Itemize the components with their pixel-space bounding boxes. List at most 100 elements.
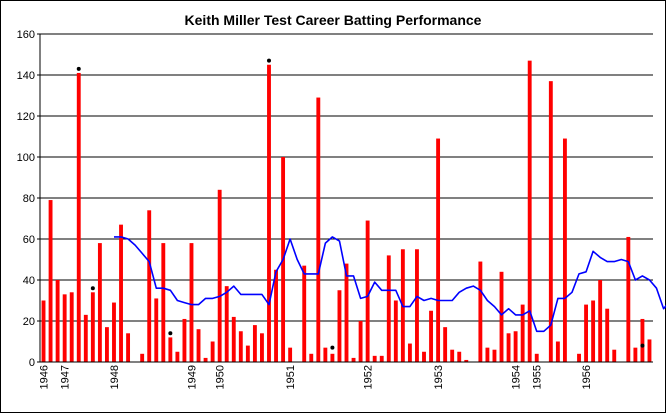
bar-innings-70 bbox=[527, 60, 532, 363]
bar-innings-41 bbox=[323, 347, 328, 362]
not-out-markers bbox=[76, 58, 645, 350]
average-line-group bbox=[114, 236, 666, 333]
bar-innings-34 bbox=[274, 269, 278, 362]
bar-innings-6 bbox=[76, 72, 81, 362]
bar-innings-40 bbox=[316, 97, 321, 363]
bar-innings-2 bbox=[48, 200, 53, 362]
bar-innings-4 bbox=[62, 294, 67, 362]
chart-title: Keith Miller Test Career Batting Perform… bbox=[184, 12, 482, 28]
y-tick-label: 160 bbox=[17, 29, 35, 41]
bar-innings-33 bbox=[267, 64, 271, 362]
y-tick-label: 120 bbox=[17, 111, 35, 123]
bar-innings-59 bbox=[450, 349, 455, 362]
bar-innings-28 bbox=[231, 316, 236, 362]
bar-innings-17 bbox=[154, 298, 159, 362]
bar-innings-36 bbox=[288, 347, 293, 362]
x-tick-label: 1952 bbox=[363, 365, 375, 389]
bar-innings-74 bbox=[555, 341, 560, 362]
x-tick-label: 1953 bbox=[433, 365, 445, 389]
bar-innings-38 bbox=[302, 265, 307, 362]
bar-innings-16 bbox=[147, 210, 152, 362]
bar-innings-30 bbox=[245, 345, 250, 362]
bar-innings-47 bbox=[365, 220, 370, 362]
bar-innings-15 bbox=[140, 353, 145, 362]
bar-innings-45 bbox=[351, 357, 356, 362]
bar-innings-80 bbox=[598, 280, 603, 362]
y-tick-label: 140 bbox=[17, 70, 35, 82]
bar-innings-73 bbox=[548, 81, 553, 363]
bar-innings-32 bbox=[260, 333, 264, 362]
y-tick-label: 60 bbox=[23, 234, 35, 246]
bar-innings-54 bbox=[415, 249, 419, 362]
not-out-marker bbox=[90, 286, 95, 291]
y-tick-labels: 0 20 40 60 80 100 120 140 160 bbox=[17, 29, 40, 369]
bar-innings-48 bbox=[372, 355, 377, 362]
bar-innings-23 bbox=[196, 329, 201, 362]
bar-innings-51 bbox=[393, 300, 398, 362]
bar-innings-46 bbox=[358, 321, 363, 362]
x-tick-label: 1947 bbox=[60, 365, 72, 389]
bar-innings-8 bbox=[90, 292, 95, 362]
y-tick-label: 100 bbox=[17, 152, 35, 164]
bar-innings-27 bbox=[224, 286, 229, 362]
bar-innings-44 bbox=[344, 263, 349, 362]
bar-innings-5 bbox=[69, 292, 74, 362]
bar-innings-87 bbox=[647, 339, 652, 362]
x-tick-label: 1949 bbox=[186, 365, 198, 389]
bar-innings-63 bbox=[478, 261, 483, 362]
y-tick-label: 0 bbox=[29, 357, 35, 369]
bar-innings-53 bbox=[407, 343, 412, 362]
not-out-marker bbox=[640, 343, 645, 348]
bar-innings-42 bbox=[330, 353, 335, 362]
bar-innings-43 bbox=[337, 290, 342, 362]
bar-innings-10 bbox=[104, 327, 109, 362]
bar-innings-11 bbox=[112, 302, 116, 362]
bar-innings-25 bbox=[210, 341, 215, 362]
bar-innings-26 bbox=[217, 189, 222, 362]
not-out-marker bbox=[76, 66, 81, 71]
bar-innings-18 bbox=[161, 243, 166, 362]
bar-innings-66 bbox=[499, 271, 504, 362]
bar-innings-20 bbox=[175, 351, 180, 362]
bar-innings-50 bbox=[386, 255, 391, 362]
bar-innings-39 bbox=[309, 353, 314, 362]
bar-innings-12 bbox=[119, 224, 123, 362]
bar-innings-64 bbox=[485, 347, 490, 362]
x-tick-labels: 1946 1947 1948 1949 1950 1951 1952 1953 1954 1955… bbox=[39, 365, 594, 389]
bar-innings-69 bbox=[520, 304, 525, 362]
bar-innings-65 bbox=[492, 349, 497, 362]
bar-innings-29 bbox=[238, 331, 243, 362]
bar-innings-82 bbox=[612, 349, 617, 362]
bar-innings-61 bbox=[464, 359, 469, 362]
x-tick-label: 1948 bbox=[109, 365, 121, 389]
bar-innings-56 bbox=[429, 310, 433, 362]
bar-innings-55 bbox=[422, 351, 426, 362]
bar-innings-3 bbox=[55, 280, 60, 362]
bar-innings-31 bbox=[252, 325, 257, 362]
x-tick-label: 1951 bbox=[285, 365, 297, 389]
bar-innings-86 bbox=[640, 318, 645, 362]
bar-innings-60 bbox=[457, 351, 462, 362]
bar-innings-49 bbox=[379, 355, 384, 362]
bar-innings-22 bbox=[189, 243, 194, 362]
bar-innings-78 bbox=[584, 304, 589, 362]
bar-innings-71 bbox=[534, 353, 539, 362]
average-line bbox=[114, 236, 666, 333]
bar-innings-9 bbox=[97, 243, 102, 362]
bar-innings-21 bbox=[182, 318, 187, 362]
bar-innings-85 bbox=[633, 347, 638, 362]
y-tick-label: 80 bbox=[23, 193, 35, 205]
bar-innings-68 bbox=[513, 331, 518, 362]
bar-innings-19 bbox=[168, 337, 173, 362]
y-tick-label: 40 bbox=[23, 275, 35, 287]
not-out-marker bbox=[266, 58, 271, 63]
bar-innings-1 bbox=[41, 300, 46, 362]
bar-innings-58 bbox=[443, 327, 448, 362]
bar-innings-81 bbox=[605, 308, 610, 362]
bar-innings-7 bbox=[83, 314, 88, 362]
not-out-marker bbox=[168, 331, 173, 336]
bar-innings-13 bbox=[126, 333, 131, 362]
x-tick-label: 1946 bbox=[39, 365, 51, 389]
